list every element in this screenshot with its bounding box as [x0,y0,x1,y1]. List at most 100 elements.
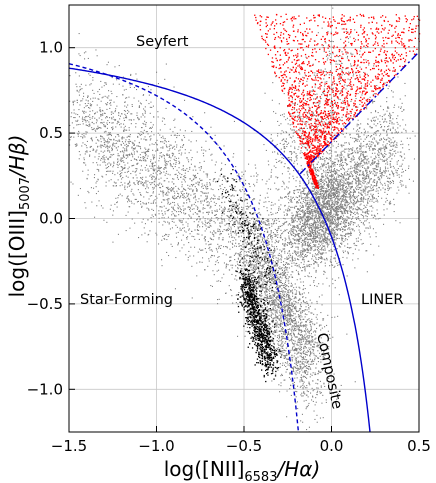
data-point [276,292,278,294]
data-point [279,366,281,368]
data-point [269,288,271,290]
data-point [256,299,258,301]
data-point [158,165,160,167]
data-point [276,316,278,318]
data-point [300,308,302,310]
data-point [105,130,107,132]
data-point [299,345,301,347]
data-point [101,175,103,177]
data-point [73,136,75,138]
data-point [280,225,282,227]
data-point [283,272,285,274]
data-point [291,331,293,333]
data-point [226,263,228,265]
data-point [142,156,144,158]
data-point [298,347,300,349]
data-point [152,105,154,107]
data-point [265,286,267,288]
data-point [315,382,317,384]
data-point [238,227,240,229]
data-point [163,157,165,159]
data-point [294,306,296,308]
data-point [86,140,88,142]
data-point [129,134,131,136]
data-point [178,152,180,154]
data-point [319,355,321,357]
data-point [307,366,309,368]
data-point [178,219,180,221]
data-point [305,321,307,323]
data-point [306,387,308,389]
data-point [82,136,84,138]
data-point [259,239,261,241]
data-point [117,172,119,174]
data-point [299,298,301,300]
data-point [127,211,129,213]
data-point [211,254,213,256]
data-point [188,229,190,231]
data-point [95,130,97,132]
data-point [287,263,289,265]
data-point [261,253,263,255]
data-point [140,194,142,196]
data-point [294,313,296,315]
data-point [125,115,127,117]
data-point [281,351,283,353]
data-point [283,337,285,339]
data-point [231,206,233,208]
data-point [262,319,264,321]
data-point [187,223,189,225]
data-point [193,197,195,199]
data-point [187,218,189,220]
data-point [173,163,175,165]
data-point [271,258,273,260]
data-point [204,236,206,238]
data-point [322,349,324,351]
data-point [280,296,282,298]
data-point [260,284,262,286]
data-point [183,135,185,137]
data-point [87,100,89,102]
data-point [134,158,136,160]
data-point [89,154,91,156]
data-point [230,204,232,206]
data-point [257,220,259,222]
data-point [243,240,245,242]
data-point [143,185,145,187]
data-point [110,163,112,165]
data-point [251,274,253,276]
data-point [154,165,156,167]
data-point [145,160,147,162]
data-point [234,221,236,223]
data-point [278,307,280,309]
data-point [71,122,73,124]
data-point [72,183,74,185]
data-point [115,108,117,110]
data-point [137,182,139,184]
data-point [269,290,271,292]
data-point [307,391,309,393]
data-point [244,240,246,242]
data-point [106,122,108,124]
data-point [204,230,206,232]
data-point [287,294,289,296]
data-point [320,359,322,361]
data-point [69,144,71,146]
data-point [144,120,146,122]
data-point [236,279,238,281]
data-point [258,217,260,219]
data-point [332,336,334,338]
data-point [272,280,274,282]
data-point [280,234,282,236]
data-point [278,298,280,300]
data-point [318,193,320,195]
data-point [278,227,280,229]
data-point [197,224,199,226]
data-point [335,173,337,175]
data-point [282,283,284,285]
data-point [162,147,164,149]
data-point [271,280,273,282]
data-point [258,240,260,242]
data-point [110,179,112,181]
data-point [288,333,290,335]
